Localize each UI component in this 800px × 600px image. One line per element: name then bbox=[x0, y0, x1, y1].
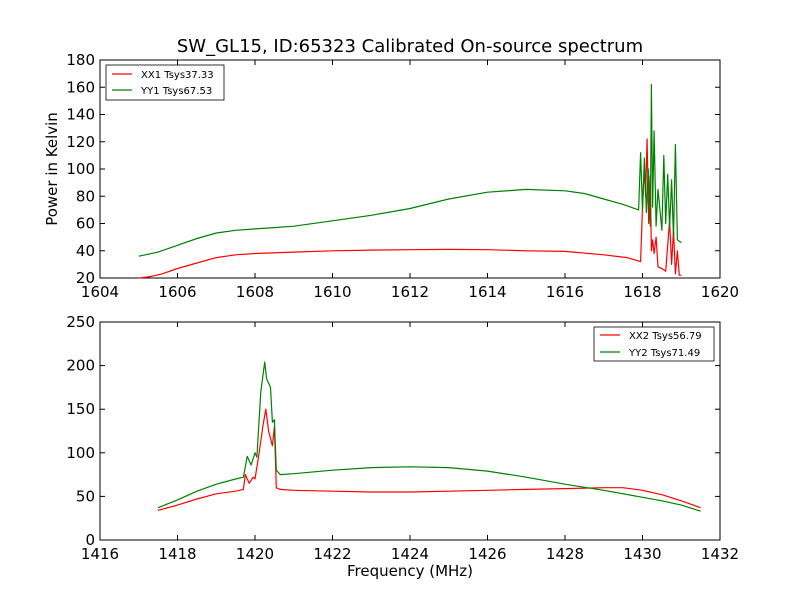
top-plot-y-axis-label: Power in Kelvin bbox=[43, 112, 61, 226]
bottom-x-tick-label: 1430 bbox=[623, 545, 661, 563]
bottom-plot-x-axis-label: Frequency (MHz) bbox=[347, 562, 473, 580]
bottom-x-tick-label: 1424 bbox=[391, 545, 429, 563]
bottom-x-tick-label: 1428 bbox=[546, 545, 584, 563]
bottom-plot-lines bbox=[157, 361, 701, 512]
top-y-tick-label: 60 bbox=[76, 215, 95, 233]
bottom-x-tick-label: 1422 bbox=[313, 545, 351, 563]
top-x-tick-label: 1614 bbox=[468, 283, 506, 301]
top-plot: 1604 1606 1608 1610 1612 1614 1616 1618 1620 20 40… bbox=[43, 51, 739, 301]
top-y-tick-label: 180 bbox=[66, 51, 95, 69]
bottom-legend-label-xx2: XX2 Tsys56.79 bbox=[629, 331, 702, 342]
top-x-tick-label: 1606 bbox=[158, 283, 196, 301]
bottom-y-tick-label: 250 bbox=[66, 313, 95, 331]
bottom-plot-ticks: 1416 1418 1420 1422 1424 1426 1428 1430 1432 0 50 1… bbox=[66, 313, 739, 563]
top-legend-label-xx1: XX1 Tsys37.33 bbox=[141, 70, 214, 81]
bottom-series-line-yy2 bbox=[157, 361, 701, 512]
top-legend-box bbox=[105, 64, 225, 101]
bottom-x-tick-label: 1420 bbox=[236, 545, 274, 563]
top-series-line-yy1 bbox=[138, 83, 682, 257]
chart-title: SW_GL15, ID:65323 Calibrated On-source s… bbox=[177, 36, 643, 57]
top-x-tick-label: 1604 bbox=[81, 283, 119, 301]
top-plot-legend: XX1 Tsys37.33 YY1 Tsys67.53 bbox=[105, 64, 225, 101]
top-x-tick-label: 1620 bbox=[701, 283, 739, 301]
bottom-y-tick-label: 50 bbox=[76, 487, 95, 505]
bottom-y-tick-label: 150 bbox=[66, 400, 95, 418]
top-x-tick-label: 1612 bbox=[391, 283, 429, 301]
bottom-plot-legend: XX2 Tsys56.79 YY2 Tsys71.49 bbox=[593, 326, 715, 362]
top-x-tick-label: 1616 bbox=[546, 283, 584, 301]
top-y-tick-label: 160 bbox=[66, 78, 95, 96]
top-y-tick-label: 40 bbox=[76, 242, 95, 260]
top-y-tick-label: 120 bbox=[66, 133, 95, 151]
bottom-legend-label-yy2: YY2 Tsys71.49 bbox=[628, 348, 700, 359]
bottom-legend-box bbox=[593, 326, 715, 362]
top-y-tick-label: 100 bbox=[66, 160, 95, 178]
top-x-tick-label: 1610 bbox=[313, 283, 351, 301]
top-y-tick-label: 140 bbox=[66, 106, 95, 124]
top-plot-lines bbox=[138, 83, 682, 279]
bottom-y-tick-label: 200 bbox=[66, 357, 95, 375]
bottom-x-tick-label: 1432 bbox=[701, 545, 739, 563]
top-legend-label-yy1: YY1 Tsys67.53 bbox=[140, 86, 212, 97]
bottom-x-tick-label: 1418 bbox=[158, 545, 196, 563]
top-y-tick-label: 20 bbox=[76, 269, 95, 287]
bottom-plot: 1416 1418 1420 1422 1424 1426 1428 1430 1432 0 50 1… bbox=[66, 313, 739, 580]
top-y-tick-label: 80 bbox=[76, 187, 95, 205]
bottom-x-tick-label: 1416 bbox=[81, 545, 119, 563]
bottom-y-tick-label: 0 bbox=[85, 531, 95, 549]
top-x-tick-label: 1608 bbox=[236, 283, 274, 301]
bottom-y-tick-label: 100 bbox=[66, 444, 95, 462]
top-plot-ticks: 1604 1606 1608 1610 1612 1614 1616 1618 1620 20 40… bbox=[66, 51, 739, 301]
bottom-x-tick-label: 1426 bbox=[468, 545, 506, 563]
top-x-tick-label: 1618 bbox=[623, 283, 661, 301]
